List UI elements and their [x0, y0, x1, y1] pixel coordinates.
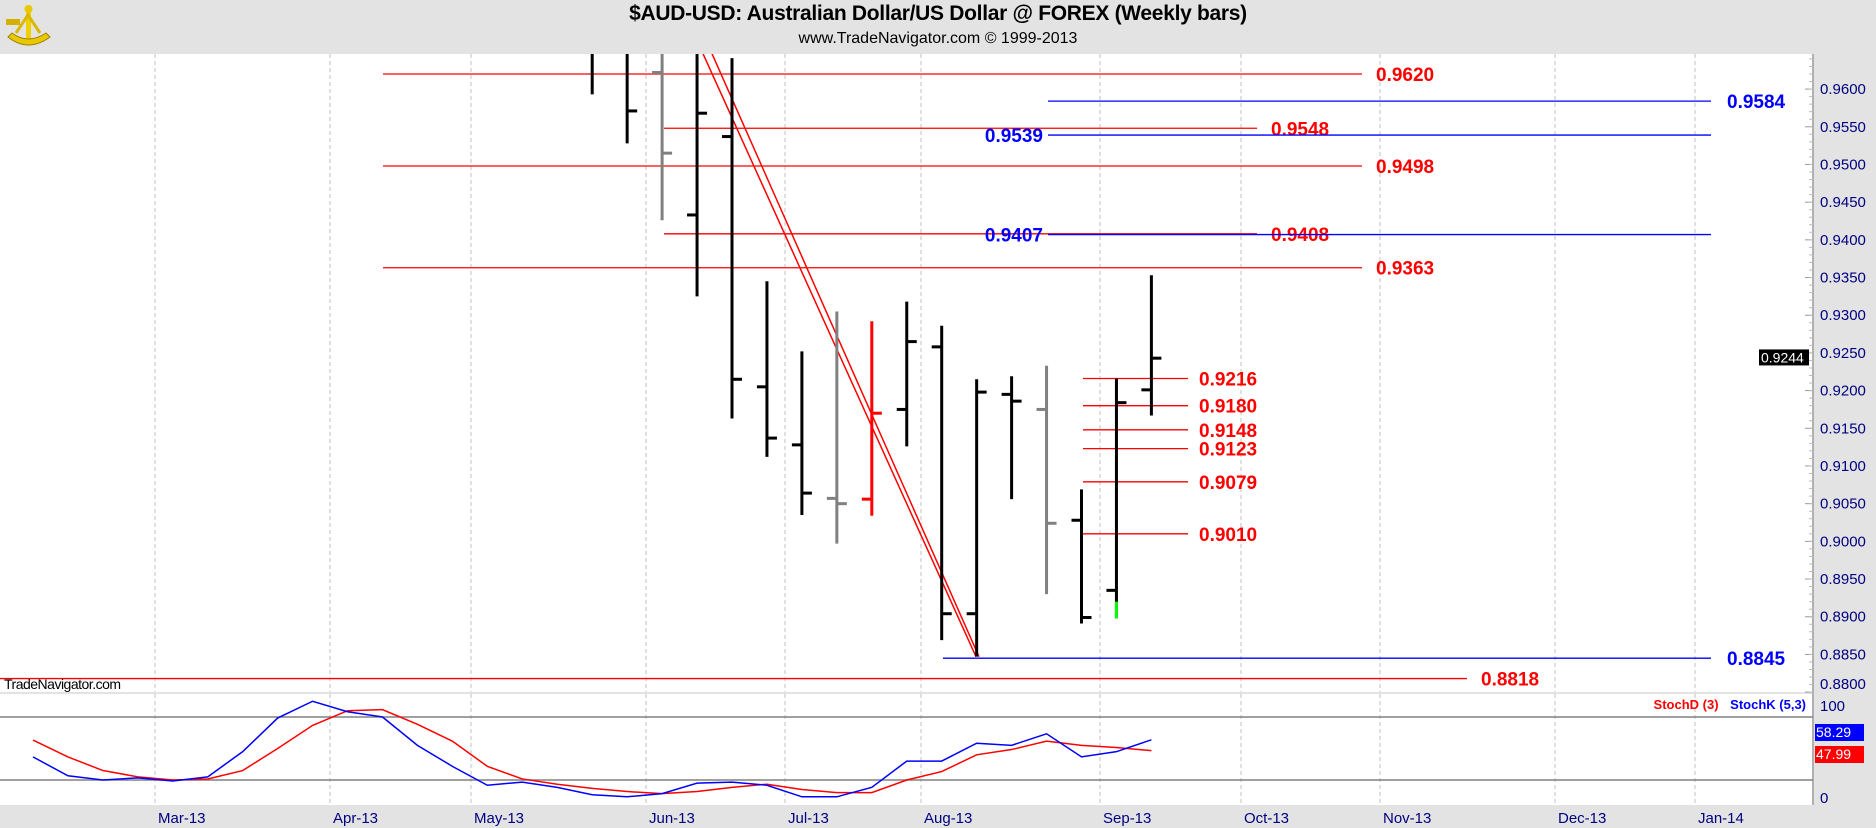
- y-tick-label: 0.9000: [1820, 533, 1866, 550]
- y-tick-label: 0.9600: [1820, 81, 1866, 98]
- x-tick-label: Jan-14: [1698, 810, 1744, 827]
- x-tick-label: May-13: [474, 810, 524, 827]
- last-price-label: 0.9244: [1761, 349, 1804, 365]
- stoch-k-value-box: [1815, 724, 1864, 741]
- trendline-b: [711, 53, 980, 657]
- legend-stoch-d: StochD (3): [1653, 697, 1719, 712]
- y-tick-label: 0.9400: [1820, 232, 1866, 249]
- y-tick-label: 0.8850: [1820, 646, 1866, 663]
- legend-stoch-k: StochK (5,3): [1730, 697, 1806, 712]
- y-tick-label: 0.8800: [1820, 676, 1866, 693]
- y-tick-label: 0.9500: [1820, 156, 1866, 173]
- stoch-legend: StochD (3) StochK (5,3): [1646, 697, 1806, 712]
- y-tick-label: 0.9150: [1820, 420, 1866, 437]
- level-label-0.9010: 0.9010: [1199, 525, 1257, 546]
- x-tick-label: Sep-13: [1103, 810, 1151, 827]
- watermark: TradeNavigator.com: [4, 676, 121, 692]
- x-tick-label: Jul-13: [788, 810, 829, 827]
- y-tick-label: 0.9100: [1820, 458, 1866, 475]
- level-label-0.9584: 0.9584: [1727, 92, 1786, 113]
- level-label-0.9620: 0.9620: [1376, 65, 1434, 86]
- level-label-0.9123: 0.9123: [1199, 440, 1257, 461]
- x-tick-label: Jun-13: [649, 810, 695, 827]
- level-label-0.8818: 0.8818: [1481, 670, 1539, 691]
- y-tick-label: 0.9050: [1820, 496, 1866, 513]
- y-tick-label: 0.8900: [1820, 609, 1866, 626]
- trendline-a: [702, 53, 977, 657]
- x-tick-label: Nov-13: [1383, 810, 1431, 827]
- y-tick-label: 0.9250: [1820, 345, 1866, 362]
- level-label-0.9498: 0.9498: [1376, 157, 1434, 178]
- y-tick-label: 0.9350: [1820, 270, 1866, 287]
- level-label-0.9548: 0.9548: [1271, 119, 1329, 140]
- level-label-0.9407: 0.9407: [985, 226, 1043, 247]
- x-tick-label: Oct-13: [1244, 810, 1289, 827]
- y-tick-label: 0.9550: [1820, 119, 1866, 136]
- stoch-tick-label: 100: [1820, 698, 1845, 715]
- y-tick-label: 0.9200: [1820, 383, 1866, 400]
- chart-title: $AUD-USD: Australian Dollar/US Dollar @ …: [629, 2, 1247, 25]
- stoch-k-value: 58.29: [1816, 724, 1851, 740]
- y-tick-label: 0.9300: [1820, 307, 1866, 324]
- level-label-0.9148: 0.9148: [1199, 421, 1257, 442]
- x-tick-label: Dec-13: [1558, 810, 1606, 827]
- sextant-logo-icon: [6, 5, 51, 46]
- x-tick-label: Mar-13: [158, 810, 206, 827]
- level-label-0.9363: 0.9363: [1376, 259, 1434, 280]
- y-tick-label: 0.9450: [1820, 194, 1866, 211]
- header-mask: [0, 0, 1813, 54]
- x-tick-label: Aug-13: [924, 810, 972, 827]
- level-label-0.9408: 0.9408: [1271, 225, 1329, 246]
- stoch-d-value-box: [1815, 746, 1864, 763]
- level-label-0.9079: 0.9079: [1199, 473, 1257, 494]
- last-price-box: [1759, 349, 1809, 366]
- stoch-d-value: 47.99: [1816, 746, 1851, 762]
- level-label-0.9180: 0.9180: [1199, 397, 1257, 418]
- stoch-plot-area: [0, 694, 1813, 805]
- stoch-tick-label: 0: [1820, 790, 1828, 807]
- y-tick-label: 0.8950: [1820, 571, 1866, 588]
- level-label-0.8845: 0.8845: [1727, 649, 1786, 670]
- x-tick-label: Apr-13: [333, 810, 378, 827]
- level-label-0.9216: 0.9216: [1199, 370, 1257, 391]
- chart-subtitle: www.TradeNavigator.com © 1999-2013: [798, 30, 1078, 47]
- level-label-0.9539: 0.9539: [985, 126, 1043, 147]
